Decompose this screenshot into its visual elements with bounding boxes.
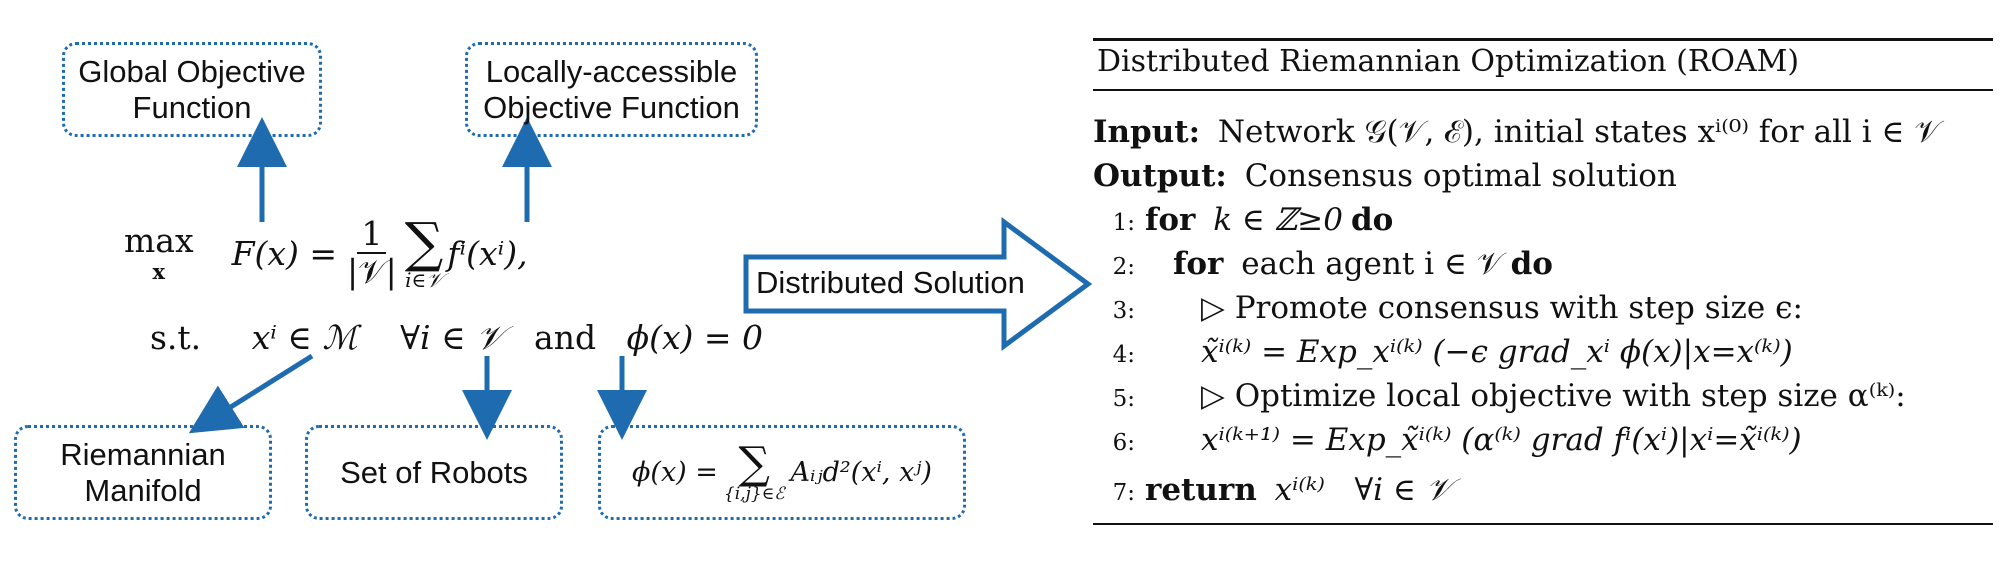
max-word: max	[124, 221, 194, 260]
line-number: 1:	[1112, 210, 1135, 236]
phi-term: Aᵢⱼd²(xⁱ, xʲ)	[790, 456, 932, 488]
algorithm-line-3: 3: ▷ Promote consensus with step size ϵ:	[1093, 290, 1803, 326]
phi-lhs: ϕ(x) =	[632, 456, 718, 488]
distributed-solution-arrow	[743, 217, 1093, 351]
line-text: xⁱ⁽ᵏ⁾ ∀i ∈ 𝒱	[1274, 472, 1452, 508]
local-objective-line2: Objective Function	[483, 89, 740, 125]
algorithm-title: Distributed Riemannian Optimization (ROA…	[1097, 44, 1800, 79]
local-objective-line1: Locally-accessible	[485, 53, 738, 89]
manifold-line2: Manifold	[84, 472, 202, 508]
local-objective-box: Locally-accessible Objective Function	[465, 42, 758, 137]
algorithm-line-7: 7: return xⁱ⁽ᵏ⁾ ∀i ∈ 𝒱	[1093, 472, 1452, 509]
fraction-denominator: |𝒱|	[346, 252, 397, 291]
algorithm-output: Output: Consensus optimal solution	[1093, 158, 1677, 194]
constraint-forall: ∀i ∈ 𝒱	[400, 318, 504, 357]
algorithm-bottom-rule	[1093, 523, 1993, 525]
F-lhs: F(x) =	[231, 233, 337, 273]
sum-term: fⁱ(xⁱ),	[447, 233, 528, 273]
arrow-to-manifold	[188, 353, 314, 434]
global-objective-box: Global Objective Function	[62, 42, 322, 137]
phi-sum-subscript: {i,j}∈ℰ	[723, 484, 785, 504]
output-label: Output:	[1093, 158, 1227, 194]
algorithm-line-5: 5: ▷ Optimize local objective with step s…	[1093, 378, 1906, 414]
max-subscript: x	[152, 259, 166, 284]
st-label: s.t.	[150, 318, 202, 357]
fraction-numerator: 1	[357, 215, 387, 254]
algorithm-line-1: 1: for k ∈ ℤ≥0 do	[1093, 202, 1394, 238]
keyword-do: do	[1351, 202, 1394, 238]
constraint-line: s.t. xⁱ ∈ ℳ ∀i ∈ 𝒱 and ϕ(x) = 0	[150, 318, 763, 358]
line-text: each agent i ∈ 𝒱	[1241, 246, 1503, 282]
algorithm-top-rule	[1093, 38, 1993, 41]
input-label: Input:	[1093, 114, 1201, 150]
phi-definition-box: ϕ(x) = ∑ {i,j}∈ℰ Aᵢⱼd²(xⁱ, xʲ)	[598, 425, 966, 520]
algorithm-input: Input: Network 𝒢(𝒱, ℰ), initial states x…	[1093, 114, 1940, 151]
algorithm-line-6: 6: xⁱ⁽ᵏ⁺¹⁾ = Exp_x̃ⁱ⁽ᵏ⁾ (α⁽ᵏ⁾ grad fⁱ(xⁱ)…	[1093, 422, 1802, 458]
global-objective-line1: Global Objective	[78, 53, 306, 89]
fraction: 1 |𝒱|	[346, 215, 397, 291]
output-text: Consensus optimal solution	[1244, 158, 1677, 194]
keyword-return: return	[1145, 472, 1257, 508]
constraint-consensus: ϕ(x) = 0	[626, 318, 764, 357]
line-text: ▷ Promote consensus with step size ϵ:	[1201, 290, 1803, 326]
set-of-robots-box: Set of Robots	[305, 425, 563, 520]
line-number: 7:	[1112, 480, 1135, 506]
line-text: ▷ Optimize local objective with step siz…	[1201, 378, 1906, 414]
line-number: 6:	[1112, 430, 1135, 456]
riemannian-manifold-box: Riemannian Manifold	[14, 425, 272, 520]
constraint-manifold: xⁱ ∈ ℳ	[251, 318, 358, 357]
manifold-line1: Riemannian	[60, 436, 226, 472]
algorithm-line-4: 4: x̃ⁱ⁽ᵏ⁾ = Exp_xⁱ⁽ᵏ⁾ (−ϵ grad_xⁱ ϕ(x)|x=…	[1093, 334, 1793, 370]
phi-sum: ∑ {i,j}∈ℰ	[723, 438, 785, 504]
max-operator: max x	[124, 224, 194, 282]
objective-equation: max x F(x) = 1 |𝒱| ∑ i∈𝒱 fⁱ(xⁱ),	[124, 198, 528, 308]
sum-subscript: i∈𝒱	[405, 268, 443, 292]
line-number: 4:	[1112, 342, 1135, 368]
distributed-solution-label: Distributed Solution	[756, 265, 1025, 300]
global-objective-line2: Function	[132, 89, 252, 125]
keyword-for: for	[1145, 202, 1196, 238]
set-of-robots-label: Set of Robots	[340, 454, 528, 490]
line-text: k ∈ ℤ≥0	[1213, 202, 1343, 238]
line-text: xⁱ⁽ᵏ⁺¹⁾ = Exp_x̃ⁱ⁽ᵏ⁾ (α⁽ᵏ⁾ grad fⁱ(xⁱ)|x…	[1201, 422, 1802, 458]
line-number: 2:	[1112, 254, 1135, 280]
input-text: Network 𝒢(𝒱, ℰ), initial states xⁱ⁽⁰⁾ fo…	[1217, 114, 1941, 150]
keyword-for: for	[1173, 246, 1224, 282]
line-number: 5:	[1112, 386, 1135, 412]
line-number: 3:	[1112, 298, 1135, 324]
line-text: x̃ⁱ⁽ᵏ⁾ = Exp_xⁱ⁽ᵏ⁾ (−ϵ grad_xⁱ ϕ(x)|x=x⁽…	[1201, 334, 1793, 370]
algorithm-title-rule	[1093, 89, 1993, 91]
sum-operator: ∑ i∈𝒱	[404, 211, 444, 292]
keyword-do: do	[1510, 246, 1553, 282]
and-word: and	[534, 318, 597, 357]
